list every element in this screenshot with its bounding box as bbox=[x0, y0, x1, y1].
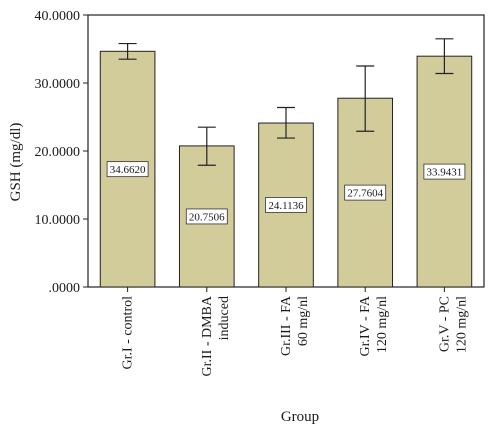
data-label: 34.6620 bbox=[110, 164, 146, 176]
data-label: 27.7604 bbox=[347, 188, 383, 200]
x-axis-title: Group bbox=[281, 409, 319, 425]
x-tick-label: Gr.III - FA bbox=[279, 295, 294, 356]
x-tick-label: induced bbox=[217, 296, 232, 340]
x-tick-label: 60 mg/nl bbox=[296, 296, 311, 346]
x-tick-label: 120 mg/nl bbox=[454, 296, 469, 353]
data-label-box bbox=[344, 184, 387, 201]
y-tick-label: .0000 bbox=[49, 281, 81, 296]
y-tick-label: 30.0000 bbox=[35, 77, 81, 92]
y-tick-label: 10.0000 bbox=[35, 213, 81, 228]
x-tick-label: Gr.I - control bbox=[121, 296, 136, 370]
data-label-box bbox=[106, 161, 149, 178]
data-label: 33.9431 bbox=[427, 167, 463, 179]
data-label: 20.7506 bbox=[189, 211, 225, 223]
y-tick-label: 40.0000 bbox=[35, 9, 81, 24]
data-label-box bbox=[423, 163, 466, 180]
data-label: 24.1136 bbox=[268, 200, 304, 212]
x-tick-label: Gr.IV - FA bbox=[358, 295, 373, 356]
y-tick-label: 20.0000 bbox=[35, 145, 81, 160]
x-tick-label: Gr.V - PC bbox=[437, 296, 452, 352]
data-label-box bbox=[265, 197, 307, 213]
data-label-box bbox=[185, 208, 228, 225]
x-tick-label: Gr.II - DMBA bbox=[200, 295, 215, 376]
y-axis-title: GSH (mg/dl) bbox=[8, 123, 24, 202]
x-tick-label: 120 mg/nl bbox=[375, 296, 390, 353]
